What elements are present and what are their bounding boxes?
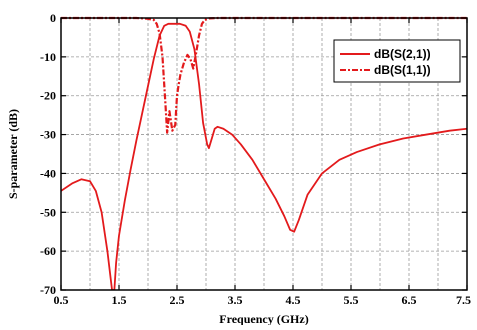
frame-layer [60,17,468,291]
x-tick-label: 0.5 [54,293,69,307]
legend-box [333,39,461,83]
y-tick-label: -70 [40,283,56,297]
x-tick-label: 5.5 [344,293,359,307]
y-tick-label: -30 [40,128,56,142]
legend-label-s21: dB(S(2,1)) [374,47,431,61]
tick-layer: 0.5 1.5 2.5 3.5 4.5 5.5 6.5 7.5 0 -10 -20 -30 -40 -50… [40,11,471,307]
x-tick-label: 6.5 [402,293,417,307]
y-tick-label: -40 [40,166,56,180]
y-axis-title: S-parameter (dB) [6,109,20,199]
x-tick-label: 3.5 [228,293,243,307]
x-tick-label: 4.5 [286,293,301,307]
y-tick-label: -60 [40,244,56,258]
series-line-s21 [61,22,467,290]
data-layer [61,16,467,290]
x-tick-label: 1.5 [112,293,127,307]
series-line-s11 [61,16,467,134]
x-axis-title: Frequency (GHz) [219,312,308,325]
legend-label-s11: dB(S(1,1)) [374,63,431,77]
y-tick-label: -10 [40,50,56,64]
y-tick-label: -20 [40,89,56,103]
x-tick-label: 7.5 [456,293,471,307]
x-tick-label: 2.5 [170,293,185,307]
plot-frame [60,17,468,291]
legend: dB(S(2,1)) dB(S(1,1)) [333,39,461,83]
y-tick-label: 0 [50,11,56,25]
y-tick-label: -50 [40,205,56,219]
